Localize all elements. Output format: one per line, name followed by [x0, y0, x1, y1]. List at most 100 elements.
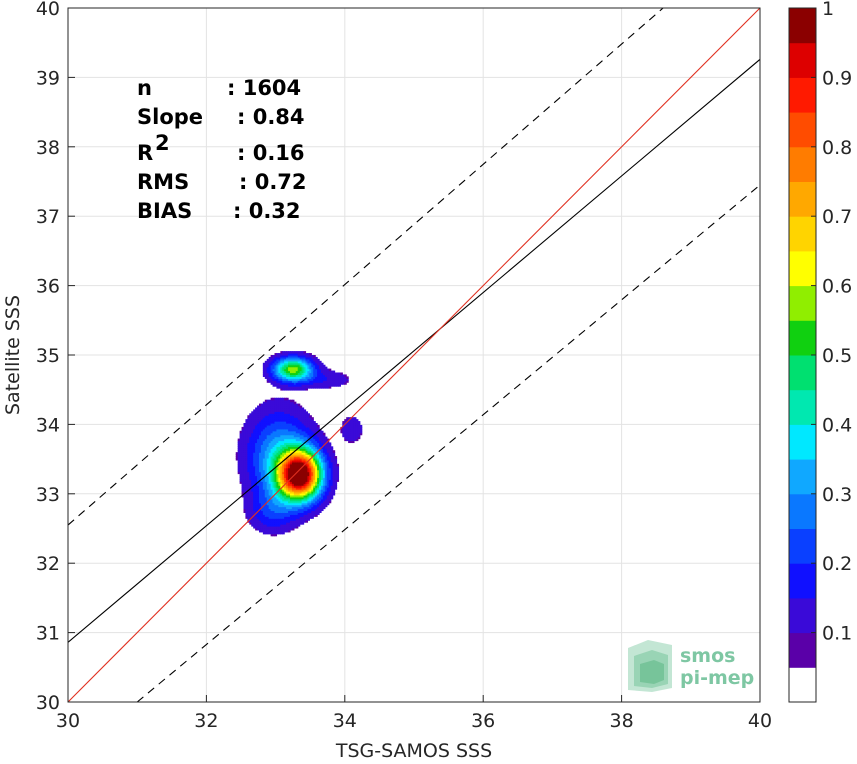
density-cell — [317, 384, 320, 387]
density-cell — [282, 353, 285, 356]
density-cell — [315, 426, 318, 430]
density-cell — [297, 351, 301, 354]
density-cell — [348, 440, 351, 444]
density-cell — [274, 358, 278, 362]
density-cell — [272, 465, 276, 469]
density-cell — [303, 380, 307, 383]
density-cell — [274, 531, 278, 535]
density-cell — [321, 366, 324, 370]
density-cell — [255, 522, 258, 525]
density-cell — [286, 522, 289, 525]
density-cell — [289, 374, 293, 377]
density-cell — [268, 467, 272, 471]
density-cell — [297, 374, 301, 377]
density-cell — [330, 477, 334, 480]
density-cell — [353, 424, 357, 428]
density-cell — [311, 372, 314, 376]
density-cell — [313, 362, 316, 366]
density-cell — [328, 473, 332, 477]
density-cell — [297, 465, 301, 469]
density-cell — [247, 450, 250, 453]
density-cell — [251, 426, 254, 430]
density-cell — [313, 440, 316, 444]
density-cell — [260, 492, 264, 496]
density-cell — [305, 388, 309, 391]
density-cell — [262, 500, 266, 504]
density-cell — [262, 492, 266, 496]
density-cell — [249, 496, 252, 500]
density-cell — [307, 382, 310, 385]
density-cell — [268, 436, 272, 440]
density-cell — [258, 465, 262, 469]
density-cell — [264, 440, 268, 444]
density-cell — [258, 440, 262, 444]
density-cell — [315, 454, 318, 457]
density-cell — [321, 432, 324, 436]
density-cell — [266, 428, 270, 432]
density-cell — [274, 496, 278, 500]
density-cell — [282, 452, 285, 455]
density-cell — [315, 496, 318, 500]
density-cell — [295, 413, 299, 416]
density-cell — [258, 514, 262, 517]
density-cell — [280, 401, 283, 405]
density-cell — [253, 465, 256, 469]
colorbar-segment — [789, 632, 816, 668]
density-cell — [262, 374, 266, 377]
density-cell — [253, 512, 256, 515]
density-cell — [295, 477, 299, 480]
density-cell — [268, 520, 272, 523]
density-cell — [258, 446, 262, 449]
density-cell — [262, 438, 266, 442]
density-cell — [286, 436, 289, 440]
density-cell — [282, 506, 285, 510]
density-cell — [251, 450, 254, 453]
density-cell — [262, 496, 266, 500]
density-cell — [251, 496, 254, 500]
density-cell — [313, 514, 316, 517]
density-cell — [249, 506, 252, 510]
density-cell — [288, 364, 291, 368]
density-cell — [291, 411, 295, 414]
density-cell — [305, 512, 309, 515]
density-cell — [284, 415, 287, 418]
density-cell — [286, 518, 289, 521]
density-cell — [237, 463, 241, 467]
density-cell — [321, 494, 324, 498]
density-cell — [266, 362, 270, 366]
density-cell — [257, 461, 260, 465]
density-cell — [293, 372, 297, 376]
density-cell — [243, 477, 247, 480]
density-cell — [260, 471, 264, 475]
density-cell — [322, 473, 326, 477]
density-cell — [317, 471, 320, 475]
density-cell — [266, 419, 270, 422]
density-cell — [284, 461, 287, 465]
density-cell — [276, 459, 279, 463]
density-cell — [264, 496, 268, 500]
density-cell — [299, 421, 303, 424]
density-cell — [322, 438, 326, 442]
density-cell — [262, 413, 266, 416]
density-cell — [286, 442, 289, 445]
density-cell — [264, 514, 268, 517]
density-cell — [278, 411, 281, 414]
density-cell — [262, 527, 266, 531]
density-cell — [297, 364, 301, 368]
density-cell — [278, 380, 281, 383]
density-cell — [257, 419, 260, 422]
density-cell — [258, 522, 262, 525]
density-cell — [313, 428, 316, 432]
x-axis: 30 32 34 36 38 40 — [56, 695, 772, 732]
density-cell — [293, 446, 297, 449]
density-cell — [241, 440, 245, 444]
density-cell — [311, 386, 314, 389]
density-cell — [255, 457, 258, 461]
density-cell — [328, 479, 332, 482]
density-cell — [262, 448, 266, 451]
density-cell — [350, 430, 353, 434]
density-cell — [253, 434, 256, 438]
density-cell — [293, 351, 297, 354]
density-cell — [274, 421, 278, 424]
density-cell — [264, 477, 268, 480]
